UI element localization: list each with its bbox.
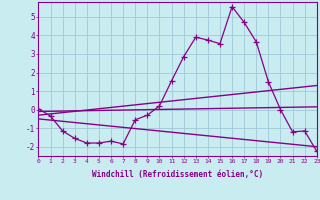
X-axis label: Windchill (Refroidissement éolien,°C): Windchill (Refroidissement éolien,°C) xyxy=(92,170,263,179)
